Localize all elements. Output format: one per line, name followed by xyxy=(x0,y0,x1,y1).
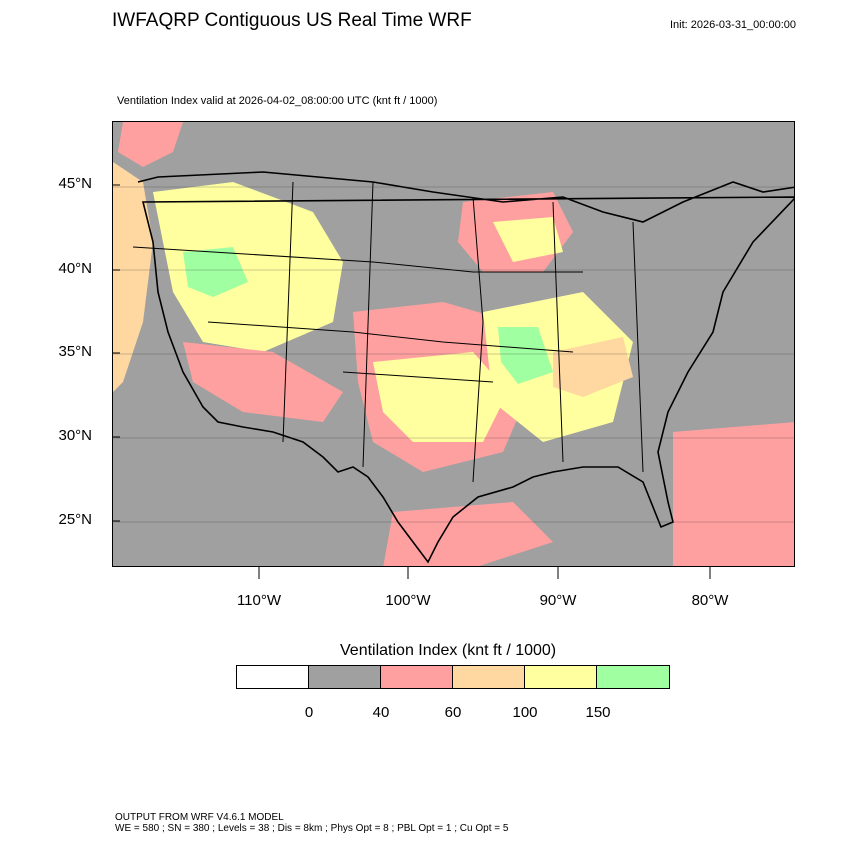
colorbar-label: 40 xyxy=(372,704,390,721)
field-gulf-pink xyxy=(383,502,553,566)
field-northwest-pink xyxy=(118,122,183,167)
lat-label-45: 45°N xyxy=(58,175,92,192)
field-southwest-pink xyxy=(183,342,343,422)
colorbar-label: 150 xyxy=(585,704,611,721)
ventilation-field xyxy=(113,122,794,566)
lon-label-100: 100°W xyxy=(385,592,431,609)
colorbar-swatch xyxy=(309,666,381,688)
field-pacific-coast-orange xyxy=(113,162,153,392)
lat-label-25: 25°N xyxy=(58,511,92,528)
lat-label-40: 40°N xyxy=(58,260,92,277)
colorbar-swatch xyxy=(237,666,309,688)
field-ozark-green xyxy=(498,327,553,384)
field-great-basin-green xyxy=(183,247,248,297)
state-borders xyxy=(132,181,644,483)
colorbar-swatch xyxy=(453,666,525,688)
model-info-line-2: WE = 580 ; SN = 380 ; Levels = 38 ; Dis … xyxy=(115,823,509,834)
map-panel xyxy=(112,121,795,567)
lat-label-30: 30°N xyxy=(58,427,92,444)
lat-label-35: 35°N xyxy=(58,343,92,360)
colorbar xyxy=(236,665,670,689)
colorbar-label: 0 xyxy=(304,704,314,721)
colorbar-swatch xyxy=(381,666,453,688)
colorbar-title: Ventilation Index (knt ft / 1000) xyxy=(340,642,557,659)
lon-label-90: 90°W xyxy=(539,592,577,609)
us-outline xyxy=(137,171,794,564)
lon-label-80: 80°W xyxy=(691,592,729,609)
field-atlantic-pink xyxy=(673,422,794,566)
chart-title: IWFAQRP Contiguous US Real Time WRF xyxy=(112,10,472,31)
field-greatlakes-yellow xyxy=(493,217,563,262)
lon-label-110: 110°W xyxy=(236,592,282,609)
colorbar-label: 60 xyxy=(444,704,462,721)
graticule xyxy=(113,186,794,523)
valid-time-label: Ventilation Index valid at 2026-04-02_08… xyxy=(117,95,438,107)
field-plains-yellow xyxy=(373,352,508,442)
colorbar-swatch xyxy=(525,666,597,688)
lon-ticks xyxy=(258,567,711,579)
lat-ticks xyxy=(112,184,120,522)
colorbar-swatch xyxy=(597,666,669,688)
ventilation-index-map xyxy=(113,122,794,566)
colorbar-label: 100 xyxy=(512,704,538,721)
init-time-label: Init: 2026-03-31_00:00:00 xyxy=(670,19,796,31)
field-great-basin-yellow xyxy=(153,182,343,352)
model-info-line-1: OUTPUT FROM WRF V4.6.1 MODEL xyxy=(115,812,284,823)
